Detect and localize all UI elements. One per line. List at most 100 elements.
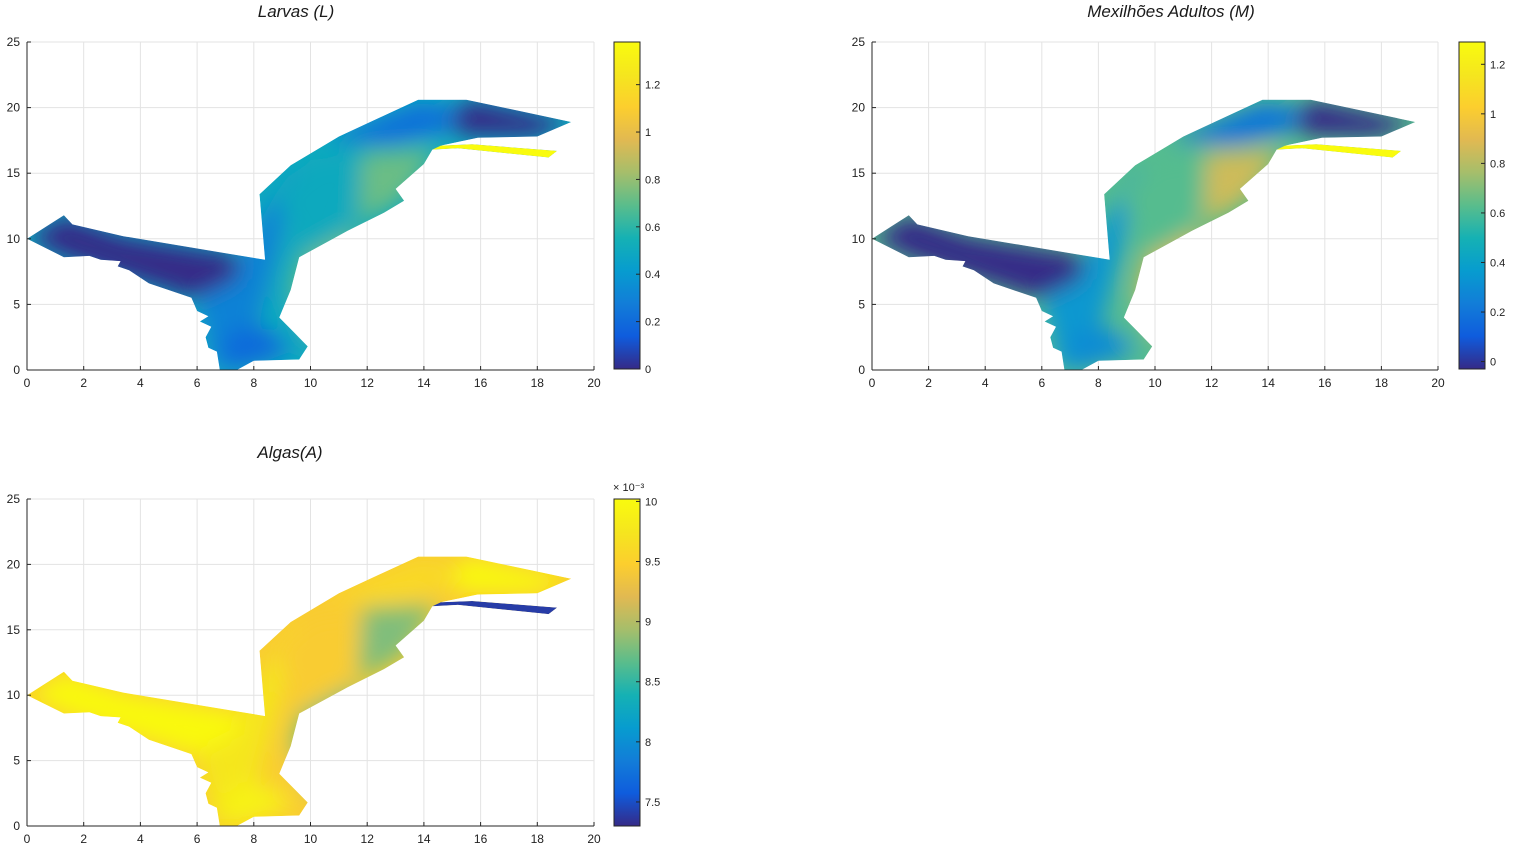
colorbar-tick-label: 0.4	[645, 269, 660, 281]
field-region-south-tip	[219, 781, 294, 826]
field-region-channel	[197, 622, 297, 826]
field-region-west-arm	[27, 671, 266, 755]
colorbar-tick-label: 8.5	[645, 677, 660, 689]
y-tick-label: 0	[13, 363, 20, 377]
colorbar-tick-label: 0	[645, 364, 651, 376]
y-tick-label: 20	[7, 101, 21, 115]
y-tick-label: 20	[852, 101, 866, 115]
colorbar	[613, 41, 641, 370]
x-tick-label: 20	[587, 832, 601, 846]
x-tick-label: 20	[1431, 376, 1445, 390]
colorbar-tick-label: 10	[645, 496, 657, 508]
field-region-east-spit	[1276, 144, 1402, 158]
colorbar-tick-label: 0.6	[1490, 208, 1505, 220]
x-tick-label: 12	[1205, 376, 1219, 390]
y-tick-label: 5	[858, 297, 865, 311]
field-region-north-band	[324, 559, 470, 601]
x-tick-label: 10	[1148, 376, 1162, 390]
x-tick-label: 12	[361, 376, 375, 390]
colorbar	[1458, 41, 1486, 370]
colorbar-tick-label: 1	[1490, 109, 1496, 121]
x-tick-label: 18	[531, 376, 545, 390]
colorbar-tick-label: 1.2	[1490, 59, 1505, 71]
x-tick-label: 16	[474, 832, 488, 846]
x-tick-label: 6	[194, 376, 201, 390]
y-tick-label: 25	[7, 35, 21, 49]
colorbar-tick-label: 7.5	[645, 797, 660, 809]
x-tick-label: 14	[417, 832, 431, 846]
colorbar-tick-label: 9.5	[645, 557, 660, 569]
chart-panel-3: Algas(A) 0 2 4 6 8 10 12 14 16 18 20 0 5 10 15 20 25 7.5 8 8…	[7, 443, 661, 846]
x-tick-label: 18	[1375, 376, 1389, 390]
x-tick-label: 0	[24, 376, 31, 390]
chart-title: Larvas (L)	[258, 2, 335, 21]
field-region-north-band	[324, 102, 470, 145]
x-tick-label: 16	[474, 376, 488, 390]
y-tick-label: 25	[7, 492, 21, 506]
x-tick-label: 2	[80, 376, 87, 390]
field-region-west-arm	[872, 215, 1110, 298]
x-tick-label: 0	[24, 832, 31, 846]
colorbar-tick-label: 0.8	[645, 174, 660, 186]
y-tick-label: 5	[13, 297, 20, 311]
y-tick-label: 20	[7, 557, 21, 571]
x-tick-label: 20	[587, 376, 601, 390]
x-tick-label: 2	[80, 832, 87, 846]
colorbar-tick-label: 1	[645, 127, 651, 139]
x-tick-label: 10	[304, 832, 318, 846]
y-tick-label: 15	[7, 623, 21, 637]
colorbar-tick-label: 0.4	[1490, 257, 1505, 269]
x-tick-label: 10	[304, 376, 318, 390]
field-region-east-spit	[432, 601, 558, 615]
x-tick-label: 4	[137, 832, 144, 846]
x-tick-label: 18	[531, 832, 545, 846]
x-tick-label: 6	[1038, 376, 1045, 390]
field-region-northeast-spit	[1293, 99, 1416, 137]
y-tick-label: 10	[852, 232, 866, 246]
y-tick-label: 10	[7, 688, 21, 702]
chart-title: Mexilhões Adultos (M)	[1087, 2, 1255, 21]
y-tick-label: 0	[858, 363, 865, 377]
colorbar	[613, 498, 641, 827]
x-tick-label: 4	[137, 376, 144, 390]
y-tick-label: 0	[13, 819, 20, 833]
y-tick-label: 15	[852, 166, 866, 180]
y-tick-label: 10	[7, 232, 21, 246]
chart-panel-1: Larvas (L) 0 2 4 6 8 10 12 14 16 18 20 0 5 10 15 20 25 0 0.…	[7, 2, 661, 390]
x-tick-label: 14	[417, 376, 431, 390]
x-tick-label: 8	[1095, 376, 1102, 390]
x-tick-label: 8	[250, 832, 257, 846]
x-tick-label: 8	[250, 376, 257, 390]
x-tick-label: 12	[361, 832, 375, 846]
field-region-south-tip	[219, 325, 294, 370]
colorbar-tick-label: 8	[645, 737, 651, 749]
field-region-northeast-spit	[449, 556, 572, 594]
field-region-channel	[197, 165, 297, 370]
y-tick-label: 5	[13, 754, 20, 768]
chart-panel-2: Mexilhões Adultos (M)0 2 4 6 8 10 12 14 16 18 2005…	[852, 2, 1506, 390]
x-tick-label: 0	[869, 376, 876, 390]
field-region-channel	[1041, 165, 1141, 370]
x-tick-label: 6	[194, 832, 201, 846]
field-region-northeast-spit	[449, 99, 572, 137]
colorbar-tick-label: 9	[645, 617, 651, 629]
colorbar-tick-label: 0.2	[645, 317, 660, 329]
colorbar-exponent: × 10⁻³	[613, 482, 645, 494]
y-tick-label: 25	[852, 35, 866, 49]
field-region-east-spit	[432, 144, 558, 158]
field-region-south-tip	[1064, 325, 1138, 370]
chart-title: Algas(A)	[256, 443, 322, 462]
field-region-west-arm	[27, 215, 266, 298]
x-tick-label: 16	[1318, 376, 1332, 390]
colorbar-tick-label: 1.2	[645, 80, 660, 92]
y-tick-label: 15	[7, 166, 21, 180]
colorbar-tick-label: 0.8	[1490, 158, 1505, 170]
x-tick-label: 4	[982, 376, 989, 390]
colorbar-tick-label: 0.6	[645, 222, 660, 234]
colorbar-tick-label: 0	[1490, 357, 1496, 369]
x-tick-label: 2	[925, 376, 932, 390]
x-tick-label: 14	[1262, 376, 1276, 390]
field-region-north-band	[1169, 102, 1314, 145]
colorbar-tick-label: 0.2	[1490, 307, 1505, 319]
